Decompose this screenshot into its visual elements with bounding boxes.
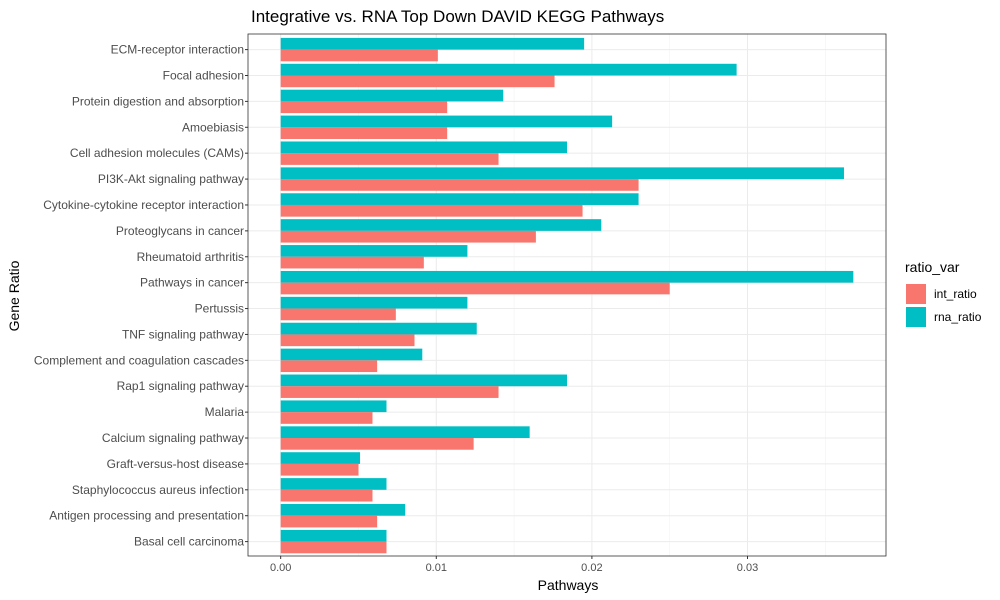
category-label: Cytokine-cytokine receptor interaction — [43, 198, 244, 212]
legend-label: rna_ratio — [934, 310, 982, 324]
chart-title: Integrative vs. RNA Top Down DAVID KEGG … — [251, 7, 664, 26]
bar-rna-ratio — [280, 63, 737, 76]
bar-int-ratio — [280, 463, 359, 476]
category-label: Rheumatoid arthritis — [137, 250, 244, 264]
bar-int-ratio — [280, 101, 448, 114]
bar-rna-ratio — [280, 141, 567, 154]
bar-rna-ratio — [280, 245, 468, 257]
bar-int-ratio — [280, 515, 378, 528]
category-label: Complement and coagulation cascades — [34, 353, 244, 367]
category-label: ECM-receptor interaction — [111, 43, 244, 57]
bar-int-ratio — [280, 386, 499, 398]
bar-rna-ratio — [280, 296, 468, 309]
legend-title: ratio_var — [905, 259, 960, 275]
legend: ratio_var int_ratio rna_ratio — [905, 259, 982, 327]
bar-int-ratio — [280, 308, 396, 321]
x-axis-ticks: 0.00 0.01 0.02 0.03 — [270, 556, 758, 574]
category-label: Cell adhesion molecules (CAMs) — [70, 146, 244, 160]
bar-rna-ratio — [280, 426, 530, 439]
legend-swatch — [906, 307, 926, 327]
y-axis-title: Gene Ratio — [6, 260, 22, 331]
bar-int-ratio — [280, 179, 639, 191]
category-label: Graft-versus-host disease — [107, 457, 245, 471]
bar-int-ratio — [280, 127, 448, 139]
bar-int-ratio — [280, 541, 387, 554]
bar-int-ratio — [280, 438, 474, 450]
category-label: Pertussis — [195, 302, 244, 316]
category-label: Calcium signaling pathway — [102, 431, 244, 445]
category-label: Focal adhesion — [163, 68, 244, 82]
legend-label: int_ratio — [934, 287, 977, 301]
bar-int-ratio — [280, 489, 373, 502]
category-label: Antigen processing and presentation — [49, 509, 244, 523]
bar-int-ratio — [280, 412, 373, 424]
bar-int-ratio — [280, 256, 424, 269]
plot-panel — [247, 33, 887, 557]
category-labels: ECM-receptor interaction Focal adhesion Pr… — [34, 43, 248, 549]
bar-rna-ratio — [280, 529, 387, 542]
category-label: Staphylococcus aureus infection — [72, 483, 244, 497]
bar-rna-ratio — [280, 37, 585, 50]
category-label: PI3K-Akt signaling pathway — [98, 172, 244, 186]
category-label: Rap1 signaling pathway — [117, 379, 244, 393]
bar-rna-ratio — [280, 478, 387, 490]
category-label: TNF signaling pathway — [122, 327, 244, 341]
bar-rna-ratio — [280, 348, 423, 361]
bar-rna-ratio — [280, 400, 387, 413]
bar-int-ratio — [280, 360, 378, 373]
category-label: Pathways in cancer — [140, 276, 244, 290]
category-label: Amoebiasis — [182, 120, 244, 134]
bar-rna-ratio — [280, 219, 602, 231]
x-tick-label: 0.03 — [737, 562, 758, 574]
bar-rna-ratio — [280, 374, 567, 387]
bar-rna-ratio — [280, 322, 477, 335]
category-label: Proteoglycans in cancer — [116, 224, 244, 238]
x-axis-title: Pathways — [538, 577, 599, 593]
bar-rna-ratio — [280, 270, 854, 283]
x-tick-label: 0.02 — [581, 562, 602, 574]
bar-rna-ratio — [280, 193, 639, 205]
bar-int-ratio — [280, 75, 555, 88]
bar-rna-ratio — [280, 452, 361, 464]
bar-int-ratio — [280, 282, 670, 295]
legend-swatch — [906, 284, 926, 304]
bar-rna-ratio — [280, 115, 613, 128]
bar-int-ratio — [280, 204, 583, 217]
bar-rna-ratio — [280, 89, 504, 102]
bar-int-ratio — [280, 153, 499, 165]
category-label: Malaria — [205, 405, 245, 419]
bar-int-ratio — [280, 49, 438, 62]
x-tick-label: 0.01 — [426, 562, 447, 574]
bar-rna-ratio — [280, 504, 406, 516]
panel-border — [247, 33, 887, 557]
bar-int-ratio — [280, 230, 536, 243]
x-tick-label: 0.00 — [270, 562, 291, 574]
bar-rna-ratio — [280, 167, 844, 180]
bar-int-ratio — [280, 334, 415, 347]
category-label: Basal cell carcinoma — [134, 535, 244, 549]
category-label: Protein digestion and absorption — [72, 94, 244, 108]
